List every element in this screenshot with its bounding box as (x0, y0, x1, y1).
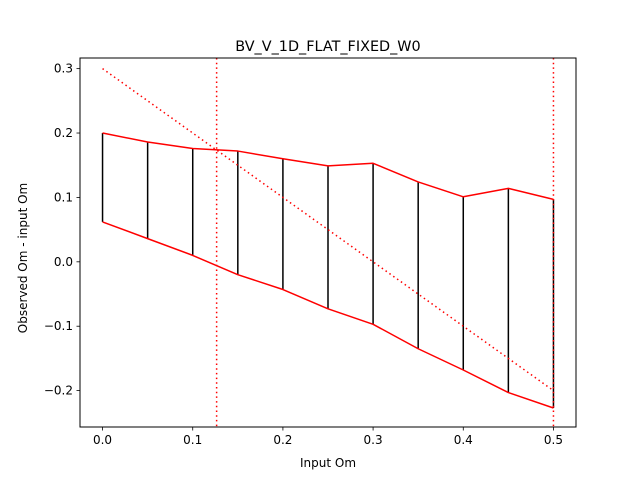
x-axis-label: Input Om (300, 456, 356, 470)
x-tick-label: 0.0 (93, 433, 112, 447)
x-tick-label: 0.1 (183, 433, 202, 447)
series-upper-bound (102, 132, 554, 201)
plot-frame (79, 57, 577, 428)
y-tick-label: 0.1 (54, 190, 73, 204)
x-tick-label: 0.4 (454, 433, 473, 447)
y-axis-label: Observed Om - input Om (16, 183, 30, 333)
y-tick-label: −0.1 (44, 319, 73, 333)
y-tick-label: 0.0 (54, 255, 73, 269)
x-tick-label: 0.3 (364, 433, 383, 447)
y-tick-label: 0.2 (54, 126, 73, 140)
plot-marks (101, 58, 555, 427)
y-tick-label: 0.3 (54, 62, 73, 76)
x-tick-label: 0.2 (273, 433, 292, 447)
y-tick-label: −0.2 (44, 384, 73, 398)
axes: 0.0 0.1 0.2 0.3 0.4 0.5 −0.2 −0.1 0.0 0.1 0.2 0.3 (44, 57, 577, 447)
plot-area (101, 58, 555, 427)
x-tick-label: 0.5 (544, 433, 563, 447)
chart-title: BV_V_1D_FLAT_FIXED_W0 (235, 39, 420, 55)
series-lower-bound (102, 221, 554, 409)
series-reference-diagonal (102, 68, 554, 392)
